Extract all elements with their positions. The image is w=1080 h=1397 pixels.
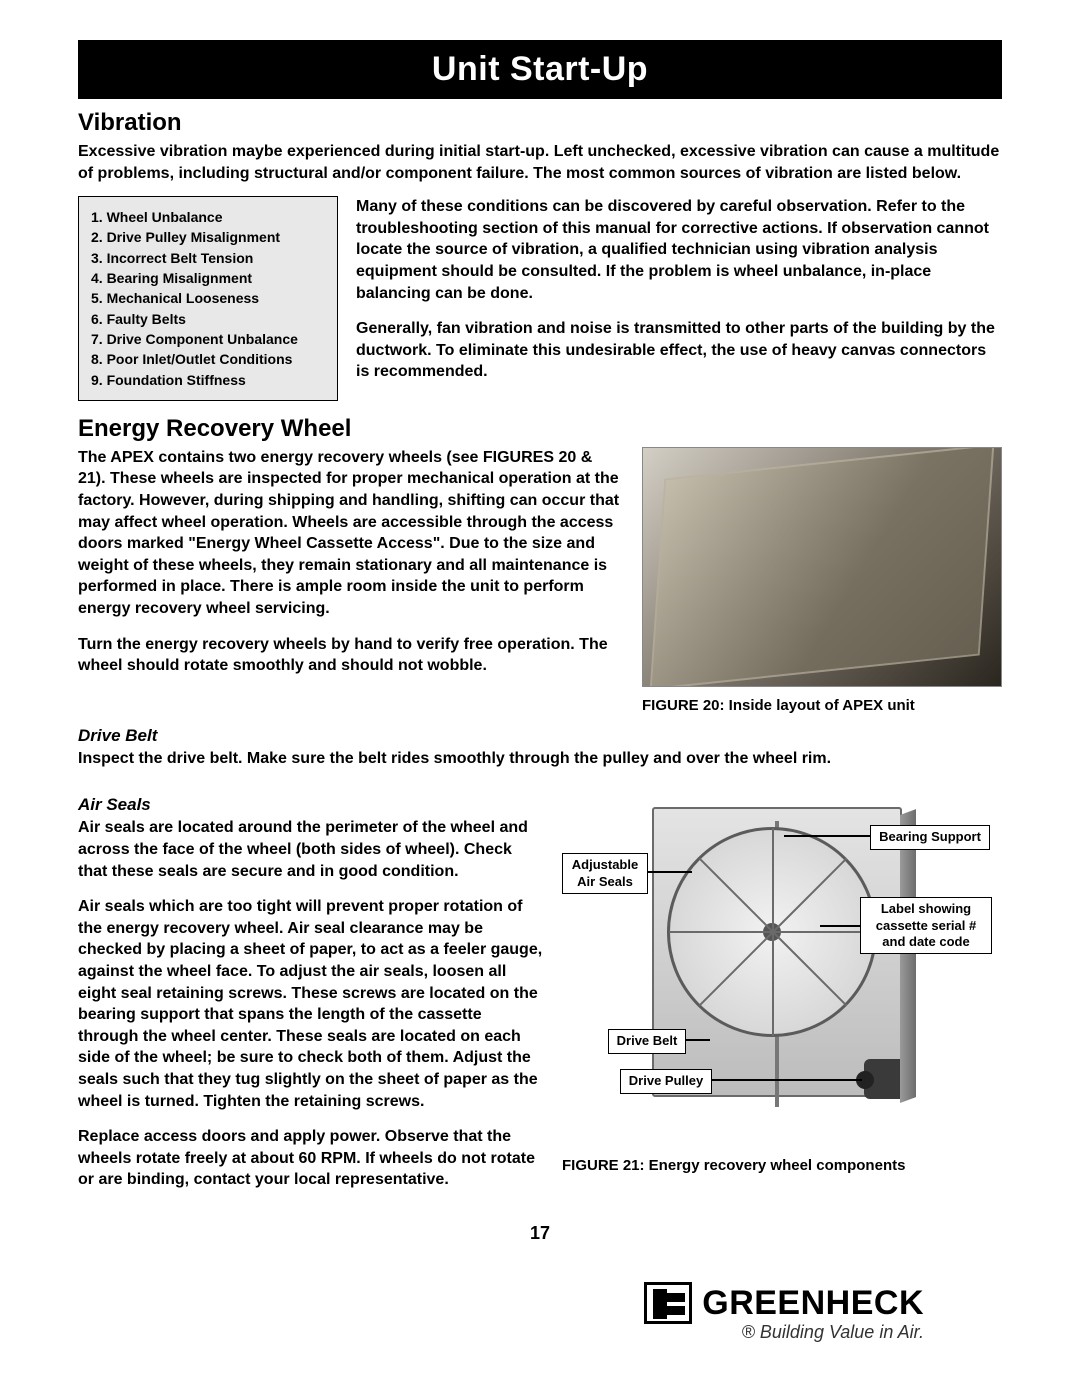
vibration-para1: Many of these conditions can be discover… bbox=[356, 196, 1002, 304]
air-seals-row: Air Seals Air seals are located around t… bbox=[78, 783, 1002, 1205]
vibration-paragraphs: Many of these conditions can be discover… bbox=[356, 196, 1002, 397]
label-adjustable-air-seals: Adjustable Air Seals bbox=[562, 853, 648, 894]
air-seals-body: Air seals are located around the perimet… bbox=[78, 817, 544, 1191]
cause-item: 3. Incorrect Belt Tension bbox=[91, 248, 325, 268]
fig21-wheel bbox=[667, 827, 877, 1037]
fig21-spoke bbox=[669, 931, 773, 933]
page-title: Unit Start-Up bbox=[432, 50, 648, 88]
vibration-intro: Excessive vibration maybe experienced du… bbox=[78, 141, 1002, 184]
figure-20-caption: FIGURE 20: Inside layout of APEX unit bbox=[642, 697, 1002, 714]
cause-item: 6. Faulty Belts bbox=[91, 309, 325, 329]
label-drive-pulley: Drive Pulley bbox=[620, 1069, 712, 1093]
lead-adjustable-air-seals bbox=[648, 871, 692, 873]
cause-item: 9. Foundation Stiffness bbox=[91, 370, 325, 390]
figure-20: FIGURE 20: Inside layout of APEX unit bbox=[642, 447, 1002, 714]
lead-bearing-support bbox=[784, 835, 870, 837]
figure-21-diagram: Bearing Support Adjustable Air Seals Lab… bbox=[562, 797, 992, 1147]
lead-drive-pulley bbox=[712, 1079, 862, 1081]
cause-item: 8. Poor Inlet/Outlet Conditions bbox=[91, 349, 325, 369]
erw-row: The APEX contains two energy recovery wh… bbox=[78, 447, 1002, 714]
figure-21: Bearing Support Adjustable Air Seals Lab… bbox=[562, 783, 1002, 1174]
cause-item: 2. Drive Pulley Misalignment bbox=[91, 227, 325, 247]
air-seals-para3: Replace access doors and apply power. Ob… bbox=[78, 1126, 544, 1191]
drive-belt-heading: Drive Belt bbox=[78, 726, 1002, 746]
erw-para1: The APEX contains two energy recovery wh… bbox=[78, 447, 620, 620]
vibration-heading: Vibration bbox=[78, 109, 1002, 137]
cause-item: 5. Mechanical Looseness bbox=[91, 288, 325, 308]
drive-belt-text: Inspect the drive belt. Make sure the be… bbox=[78, 748, 1002, 770]
brand-tagline: Building Value in Air. bbox=[760, 1322, 924, 1342]
brand-block: GREENHECK ® Building Value in Air. bbox=[644, 1282, 924, 1343]
cause-item: 7. Drive Component Unbalance bbox=[91, 329, 325, 349]
label-bearing-support: Bearing Support bbox=[870, 825, 990, 849]
air-seals-text-col: Air Seals Air seals are located around t… bbox=[78, 783, 544, 1205]
vibration-cause-box: 1. Wheel Unbalance 2. Drive Pulley Misal… bbox=[78, 196, 338, 401]
cause-item: 1. Wheel Unbalance bbox=[91, 207, 325, 227]
fig21-spoke bbox=[772, 932, 774, 1036]
brand-reg: ® bbox=[742, 1322, 755, 1342]
drive-belt-para: Inspect the drive belt. Make sure the be… bbox=[78, 748, 1002, 770]
fig21-spoke bbox=[772, 828, 774, 932]
page-title-bar: Unit Start-Up bbox=[78, 40, 1002, 99]
air-seals-heading: Air Seals bbox=[78, 795, 544, 815]
label-drive-belt: Drive Belt bbox=[608, 1029, 686, 1053]
figure-20-image bbox=[642, 447, 1002, 687]
fig21-spoke bbox=[772, 932, 847, 1007]
figure-21-caption: FIGURE 21: Energy recovery wheel compone… bbox=[562, 1157, 1002, 1174]
fig21-spoke bbox=[699, 858, 774, 933]
brand-logo-icon bbox=[644, 1282, 692, 1324]
lead-serial-date bbox=[820, 925, 860, 927]
air-seals-para1: Air seals are located around the perimet… bbox=[78, 817, 544, 882]
vibration-two-col: 1. Wheel Unbalance 2. Drive Pulley Misal… bbox=[78, 196, 1002, 401]
page-number: 17 bbox=[78, 1223, 1002, 1244]
fig21-spoke bbox=[699, 932, 774, 1007]
cause-item: 4. Bearing Misalignment bbox=[91, 268, 325, 288]
brand-name: GREENHECK bbox=[702, 1284, 924, 1323]
erw-text: The APEX contains two energy recovery wh… bbox=[78, 447, 620, 691]
lead-drive-belt bbox=[686, 1039, 710, 1041]
air-seals-para2: Air seals which are too tight will preve… bbox=[78, 896, 544, 1112]
erw-heading: Energy Recovery Wheel bbox=[78, 415, 1002, 443]
vibration-para2: Generally, fan vibration and noise is tr… bbox=[356, 318, 1002, 383]
erw-para2: Turn the energy recovery wheels by hand … bbox=[78, 634, 620, 677]
label-serial-date: Label showing cassette serial # and date… bbox=[860, 897, 992, 954]
fig21-spoke bbox=[772, 858, 847, 933]
